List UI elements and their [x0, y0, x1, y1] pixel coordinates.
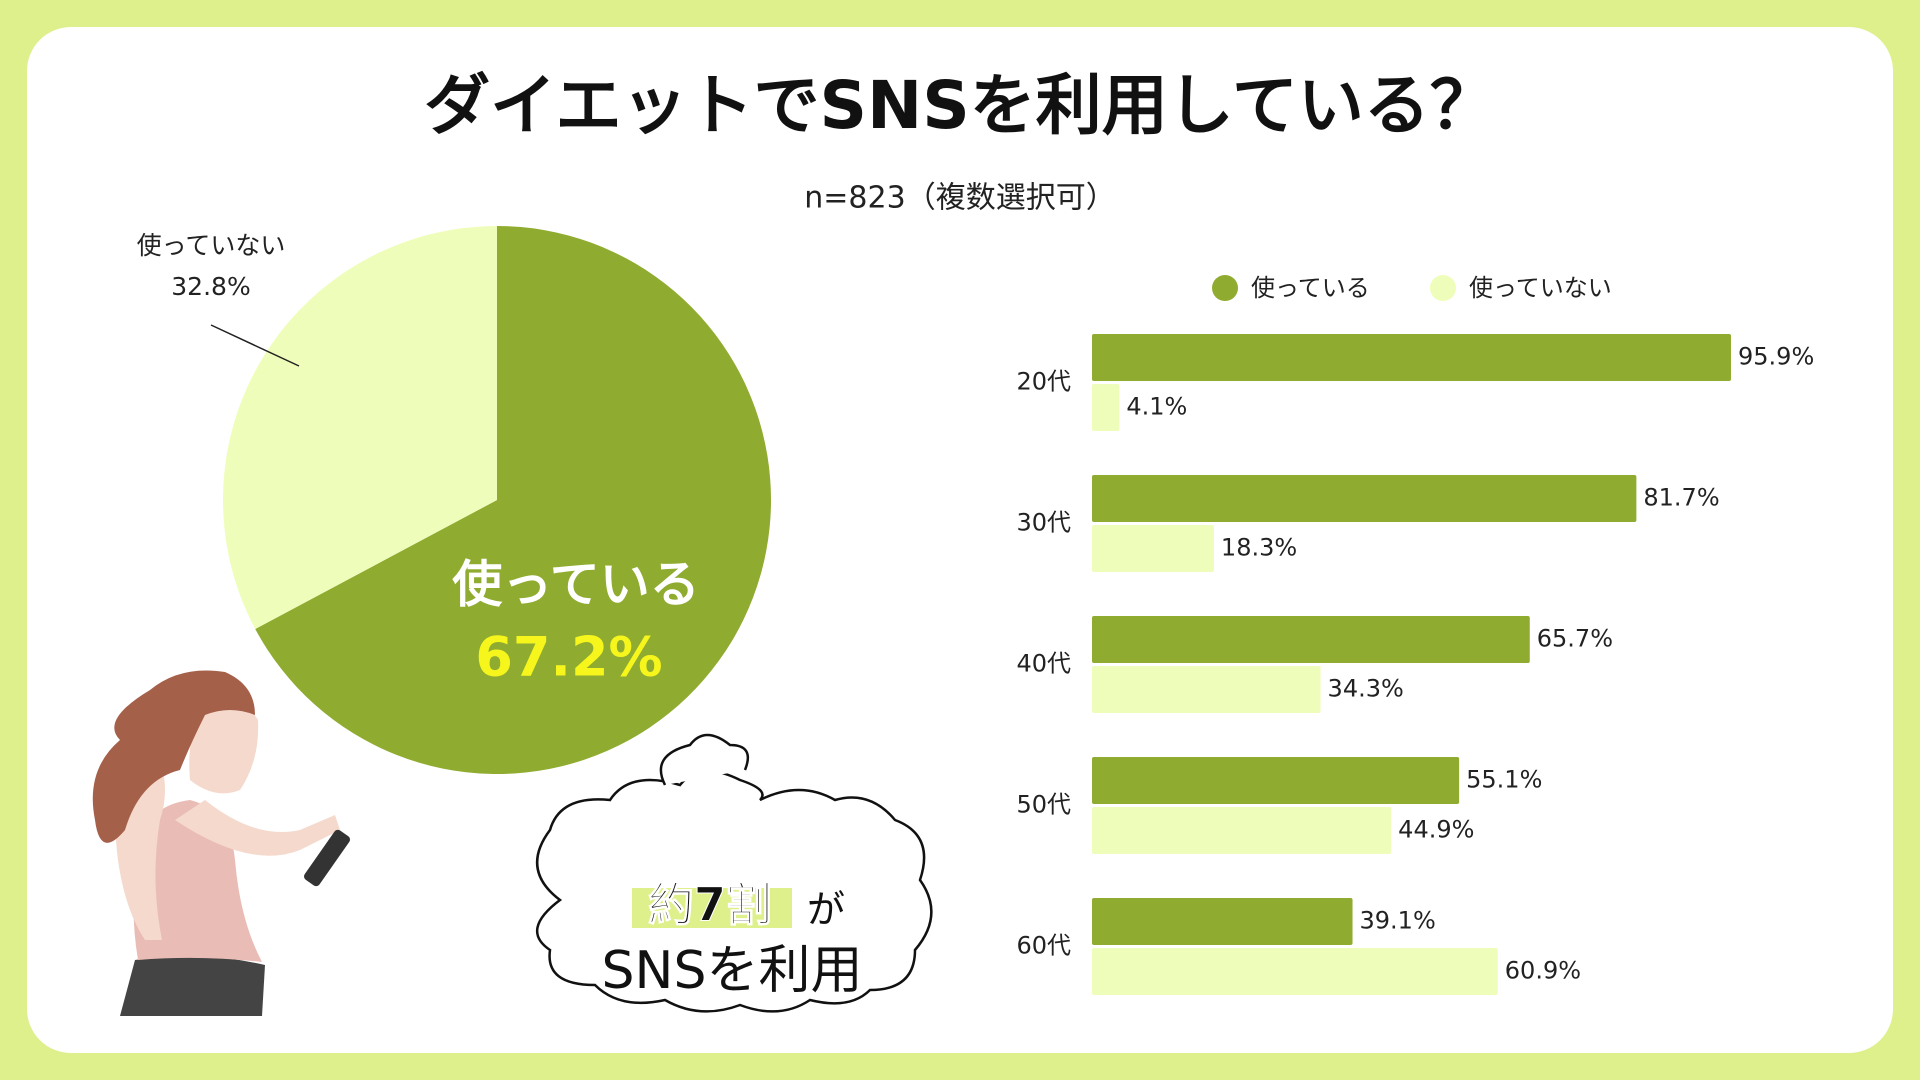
bar — [1092, 616, 1530, 663]
bar — [1092, 666, 1321, 713]
callout-line2: SNSを利用 — [602, 941, 863, 1001]
slice-value: 67.2% — [475, 626, 662, 689]
category-label: 40代 — [1016, 650, 1071, 678]
category-label: 20代 — [1016, 368, 1071, 396]
pie-chart: 使っている 67.2% 使っていない 32.8% — [137, 225, 772, 774]
legend-label: 使っている — [1251, 274, 1370, 302]
bar — [1092, 475, 1637, 522]
bar — [1092, 807, 1392, 854]
value-label: 18.3% — [1221, 534, 1297, 562]
bar — [1092, 898, 1353, 945]
slice-value: 32.8% — [171, 272, 250, 301]
value-label: 55.1% — [1466, 766, 1542, 794]
callout-particle: が — [807, 888, 845, 932]
bar — [1092, 334, 1731, 381]
bar — [1092, 384, 1120, 431]
value-label: 60.9% — [1505, 957, 1581, 985]
value-label: 95.9% — [1738, 343, 1814, 371]
slice-label: 使っている — [452, 556, 700, 614]
slice-label: 使っていない — [137, 231, 286, 260]
value-label: 4.1% — [1126, 393, 1187, 421]
legend-marker — [1430, 275, 1456, 301]
category-label: 60代 — [1016, 932, 1071, 960]
value-label: 81.7% — [1643, 484, 1719, 512]
pie-slice — [222, 225, 497, 629]
value-label: 34.3% — [1328, 675, 1404, 703]
bar — [1092, 525, 1214, 572]
category-label: 30代 — [1016, 509, 1071, 537]
subtitle: n=823（複数選択可） — [804, 181, 1115, 216]
highlight — [632, 888, 792, 928]
value-label: 65.7% — [1537, 625, 1613, 653]
value-label: 44.9% — [1398, 816, 1474, 844]
bar — [1092, 948, 1498, 995]
category-label: 50代 — [1016, 791, 1071, 819]
legend-label: 使っていない — [1469, 274, 1612, 302]
title: ダイエットでSNSを利用している？ — [424, 67, 1496, 144]
bar — [1092, 757, 1460, 804]
bar-chart: 使っている 使っていない 20代 95.9% 4.1% 30代 81.7% 18.3% 40代 6… — [1016, 274, 1814, 995]
illustration — [92, 670, 351, 1016]
callout-tail — [659, 733, 750, 786]
callout-emphasis: 約7割 — [648, 878, 772, 932]
pie-slice — [255, 226, 772, 774]
legend-marker — [1212, 275, 1238, 301]
value-label: 39.1% — [1360, 907, 1436, 935]
leader-line — [210, 324, 300, 367]
